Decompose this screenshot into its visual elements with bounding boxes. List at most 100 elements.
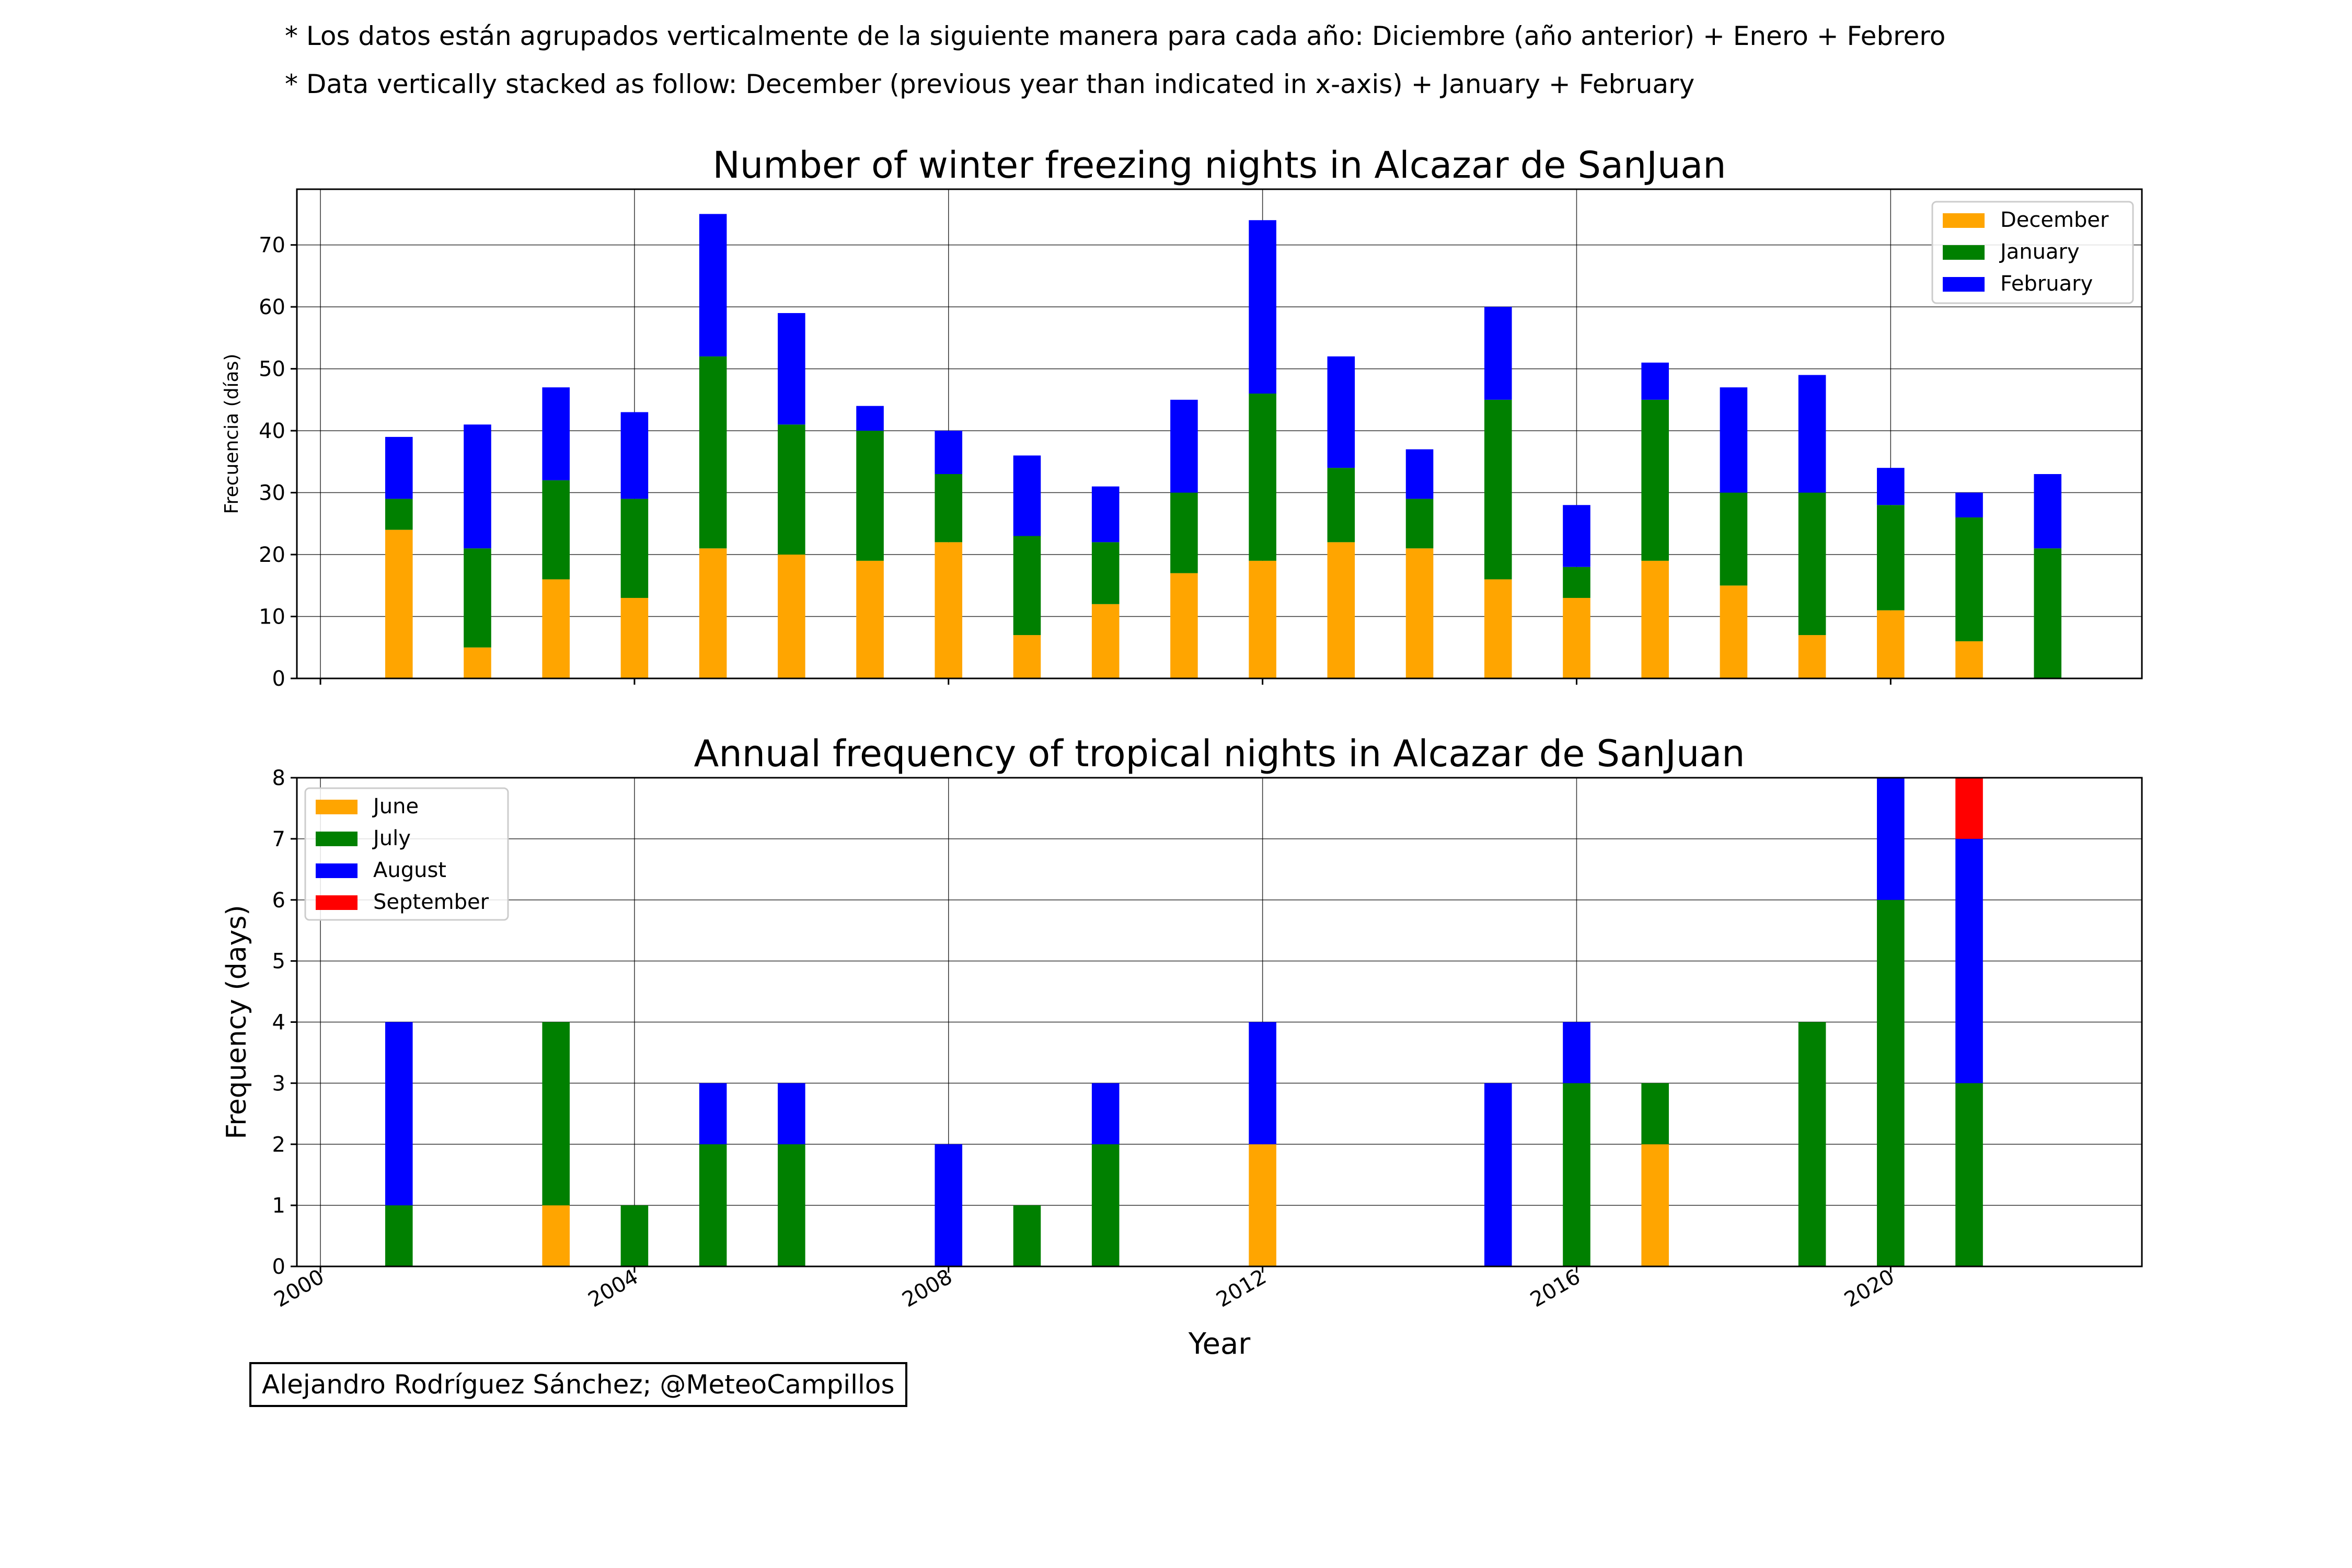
bar-july-2016 xyxy=(1563,1083,1590,1266)
y-tick-label: 30 xyxy=(259,481,285,505)
x-tick-label: 2020 xyxy=(1840,1265,1898,1312)
bar-february-2021 xyxy=(1955,492,1983,517)
bar-february-2011 xyxy=(1170,399,1198,493)
bar-december-2017 xyxy=(1641,560,1669,678)
y-tick-label: 2 xyxy=(272,1133,285,1157)
legend-swatch-august xyxy=(316,863,358,878)
legend-swatch-february xyxy=(1943,277,1985,292)
bar-january-2021 xyxy=(1955,517,1983,641)
bar-february-2017 xyxy=(1641,362,1669,400)
bar-february-2019 xyxy=(1798,375,1826,493)
bar-december-2002 xyxy=(464,647,491,678)
legend: June July August September xyxy=(304,787,509,921)
bar-august-2010 xyxy=(1091,1083,1120,1145)
legend-label-september: September xyxy=(373,890,489,914)
bar-february-2012 xyxy=(1249,220,1276,394)
bar-january-2018 xyxy=(1720,492,1748,586)
bar-february-2013 xyxy=(1327,356,1355,468)
legend-label-february: February xyxy=(2000,272,2093,296)
bar-december-2011 xyxy=(1170,573,1198,678)
bar-july-2017 xyxy=(1641,1083,1669,1145)
bar-december-2021 xyxy=(1955,641,1983,678)
bar-december-2013 xyxy=(1327,542,1355,678)
bar-february-2007 xyxy=(856,406,884,431)
bar-january-2022 xyxy=(2034,548,2062,678)
bar-january-2015 xyxy=(1484,399,1512,580)
bar-december-2007 xyxy=(856,560,884,678)
bar-january-2003 xyxy=(542,480,570,580)
x-tick-label: 2016 xyxy=(1526,1265,1584,1312)
bar-february-2018 xyxy=(1720,387,1748,493)
bar-july-2021 xyxy=(1955,1083,1983,1266)
bar-december-2008 xyxy=(935,542,963,678)
bar-august-2001 xyxy=(385,1022,413,1206)
bar-february-2005 xyxy=(699,214,727,356)
x-tick-label: 2004 xyxy=(584,1265,642,1312)
legend-box xyxy=(304,787,509,921)
bar-august-2016 xyxy=(1563,1022,1590,1083)
bar-july-2020 xyxy=(1877,900,1905,1266)
y-axis-label: Frecuencia (días) xyxy=(221,354,243,514)
bar-december-2005 xyxy=(699,548,727,678)
bar-june-2012 xyxy=(1249,1144,1276,1266)
bar-august-2012 xyxy=(1249,1022,1276,1145)
bar-january-2010 xyxy=(1091,542,1120,604)
bar-august-2006 xyxy=(778,1083,805,1145)
bar-june-2017 xyxy=(1641,1144,1669,1266)
legend-label-july: July xyxy=(372,826,411,850)
y-tick-label: 20 xyxy=(259,543,285,567)
bar-august-2021 xyxy=(1955,838,1983,1083)
y-tick-label: 0 xyxy=(272,667,285,691)
legend-label-june: June xyxy=(372,794,419,818)
bar-december-2010 xyxy=(1091,604,1120,678)
bar-january-2014 xyxy=(1405,499,1434,549)
bar-december-2006 xyxy=(778,555,805,678)
bar-july-2010 xyxy=(1091,1144,1120,1266)
bar-january-2008 xyxy=(935,474,963,543)
y-tick-label: 4 xyxy=(272,1011,285,1035)
y-tick-label: 3 xyxy=(272,1071,285,1096)
axes-frame xyxy=(296,188,2143,679)
bar-december-2019 xyxy=(1798,635,1826,678)
note-english: * Data vertically stacked as follow: Dec… xyxy=(285,69,1695,99)
bar-august-2008 xyxy=(935,1144,963,1266)
bar-january-2020 xyxy=(1877,505,1905,610)
bar-december-2015 xyxy=(1484,579,1512,678)
bar-january-2016 xyxy=(1563,567,1590,598)
bar-january-2013 xyxy=(1327,468,1355,543)
bar-july-2019 xyxy=(1798,1022,1826,1266)
bar-december-2020 xyxy=(1877,610,1905,678)
bar-december-2018 xyxy=(1720,585,1748,678)
bar-february-2014 xyxy=(1405,449,1434,499)
bar-january-2006 xyxy=(778,424,805,555)
chart-panel-1: 0 10 20 30 40 50 60 70 Number of winter freezing… xyxy=(221,144,2143,691)
bar-august-2005 xyxy=(699,1083,727,1145)
bar-january-2019 xyxy=(1798,492,1826,636)
x-tick-label: 2012 xyxy=(1212,1265,1270,1312)
bar-july-2003 xyxy=(542,1022,570,1206)
x-axis-label: Year xyxy=(1188,1327,1251,1361)
bar-december-2009 xyxy=(1013,635,1041,678)
bar-june-2003 xyxy=(542,1205,570,1266)
bar-february-2001 xyxy=(385,436,413,499)
legend-swatch-september xyxy=(316,895,358,910)
y-tick-label: 50 xyxy=(259,358,285,382)
bar-february-2003 xyxy=(542,387,570,480)
bar-july-2005 xyxy=(699,1144,727,1266)
bar-december-2012 xyxy=(1249,560,1276,678)
bar-january-2002 xyxy=(464,548,491,648)
bar-january-2011 xyxy=(1170,492,1198,573)
bar-december-2004 xyxy=(620,597,649,678)
legend-swatch-january xyxy=(1943,245,1985,260)
y-axis-label: Frequency (days) xyxy=(221,905,252,1139)
legend-label-december: December xyxy=(2000,208,2109,232)
bar-december-2001 xyxy=(385,529,413,678)
bar-february-2009 xyxy=(1013,455,1041,536)
bar-february-2004 xyxy=(620,412,649,499)
y-tick-label: 70 xyxy=(259,234,285,258)
legend-swatch-july xyxy=(316,832,358,846)
bar-july-2004 xyxy=(620,1205,649,1266)
bar-february-2015 xyxy=(1484,307,1512,400)
